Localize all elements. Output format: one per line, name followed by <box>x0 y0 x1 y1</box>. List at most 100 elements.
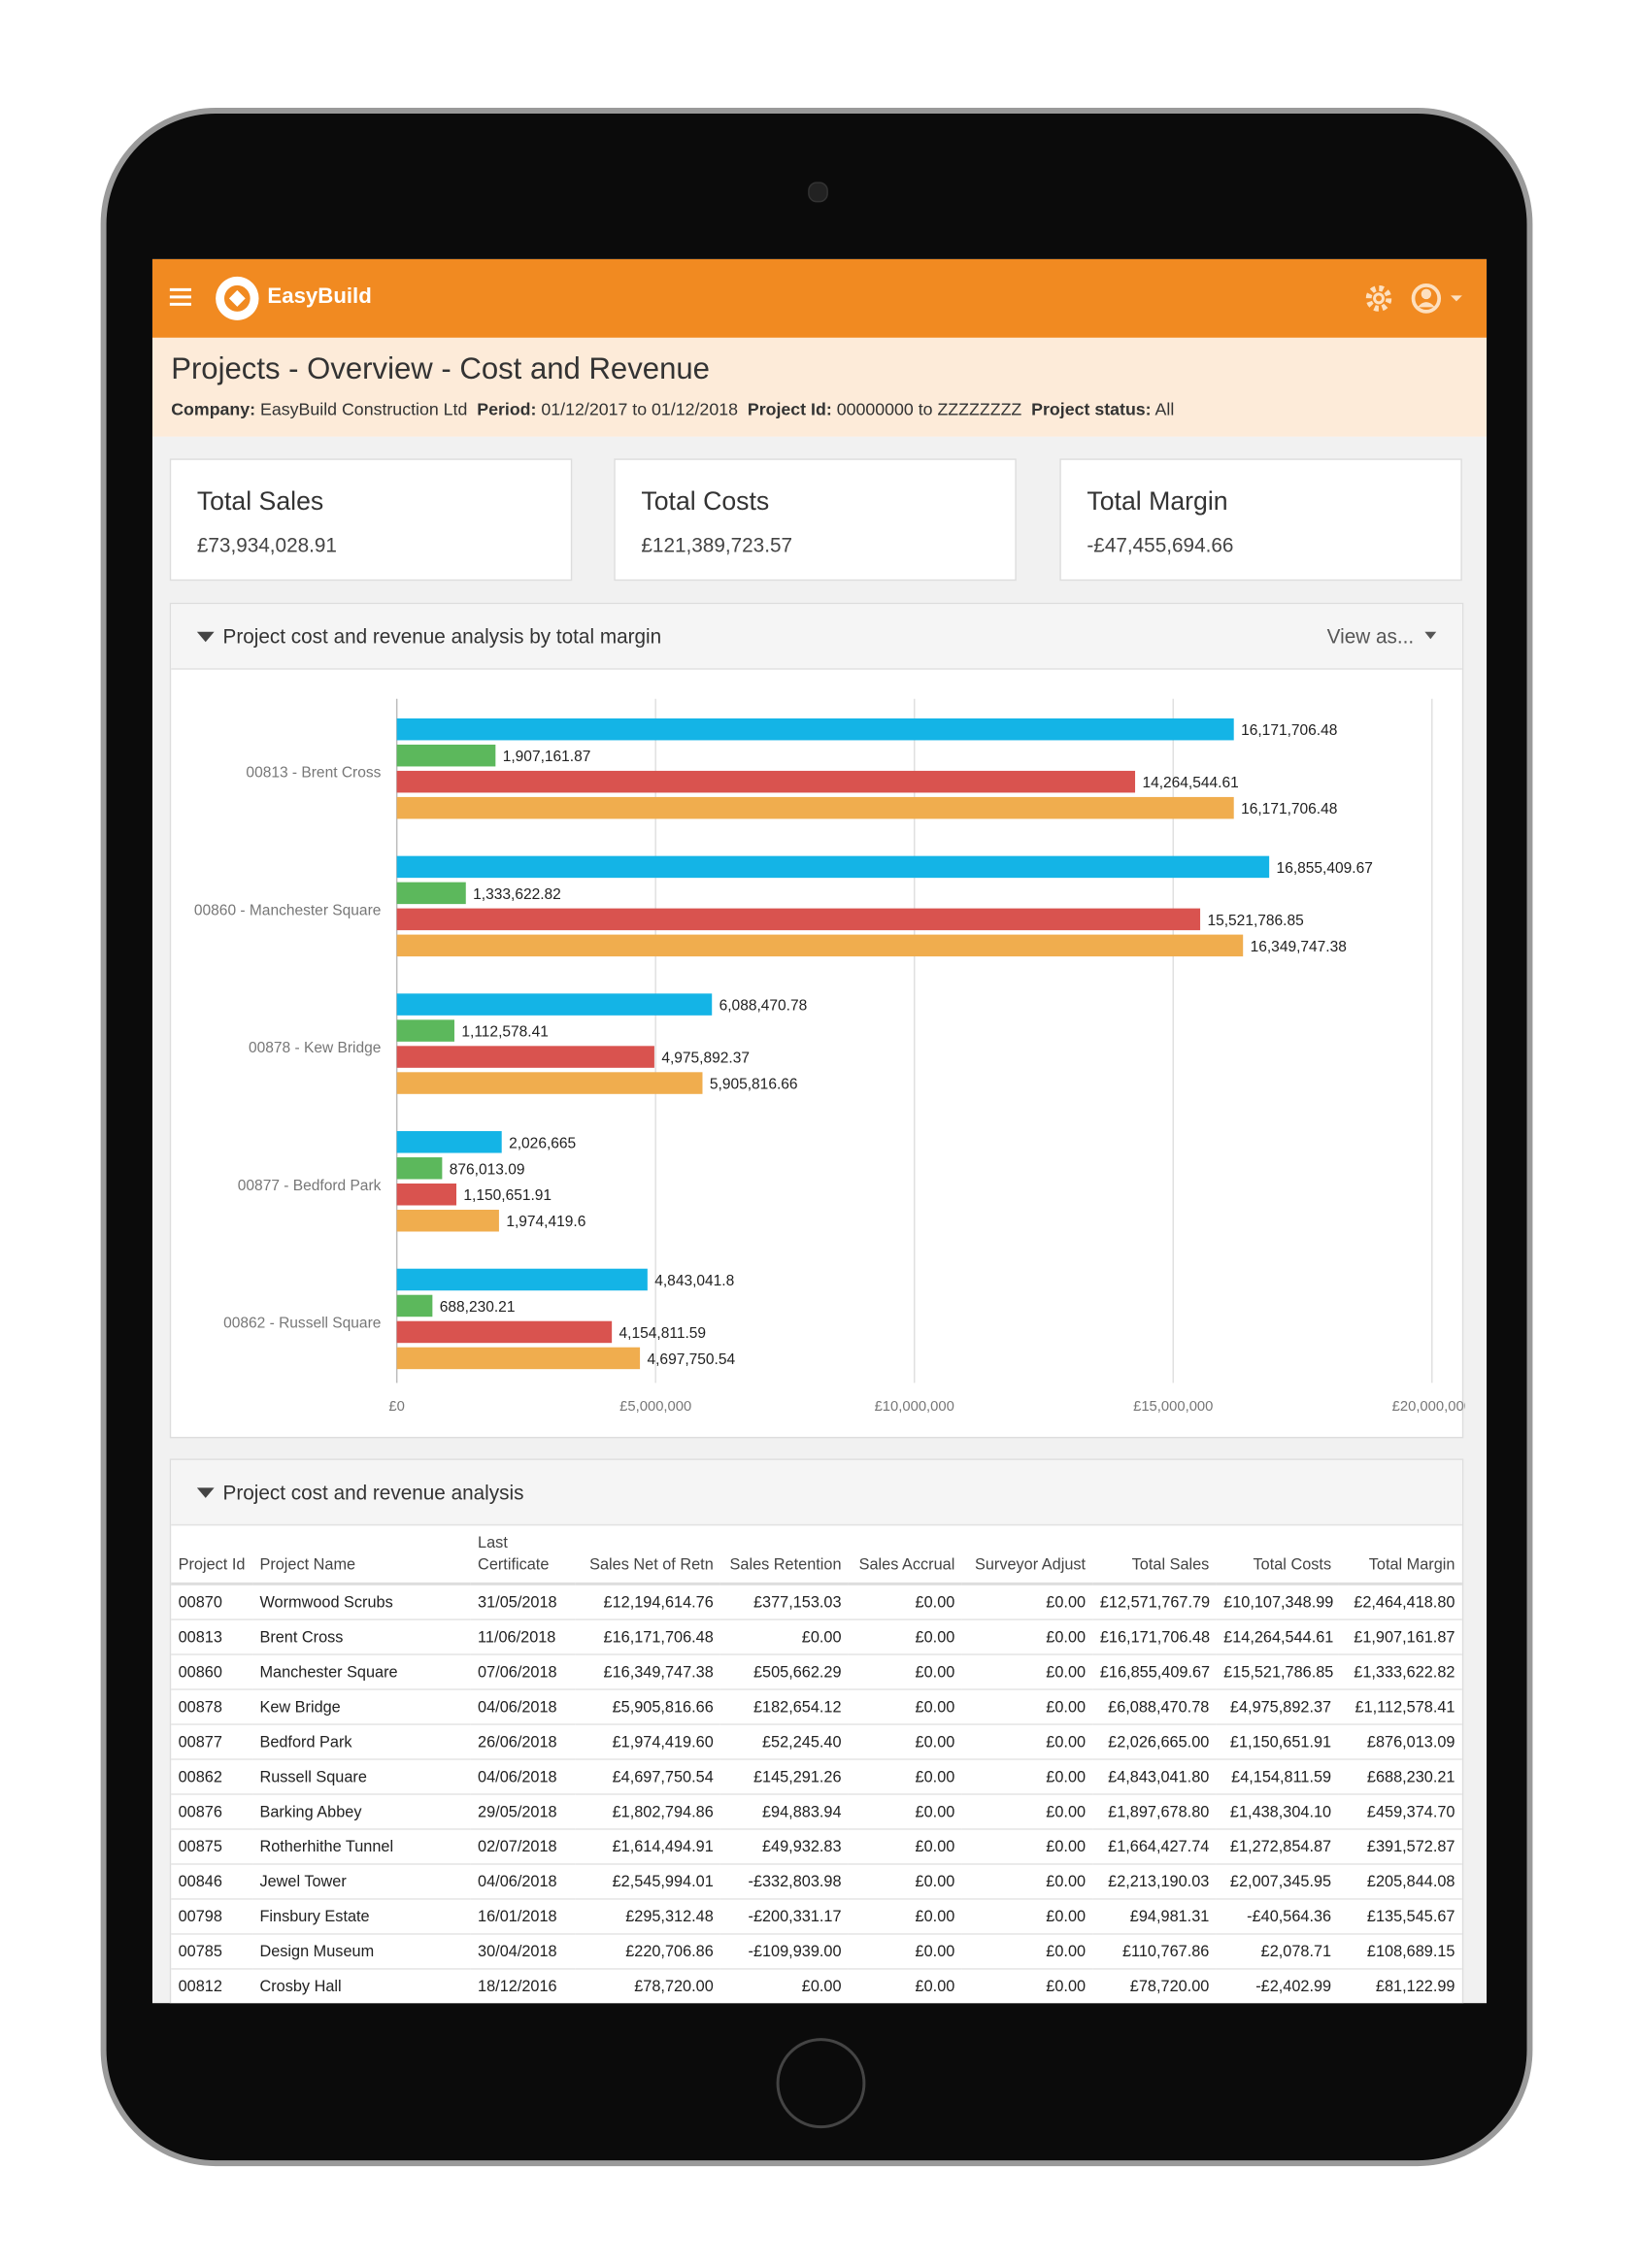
column-header: Surveyor Adjust <box>961 1523 1093 1585</box>
table-cell: £135,545.67 <box>1338 1898 1462 1935</box>
data-label: 876,013.09 <box>450 1161 525 1178</box>
table-cell: 16/01/2018 <box>470 1898 576 1935</box>
table-cell: £295,312.48 <box>575 1898 721 1935</box>
column-header: Total Margin <box>1338 1523 1462 1585</box>
table-cell: Brent Cross <box>252 1619 471 1655</box>
table-cell: 30/04/2018 <box>470 1933 576 1970</box>
table-row: 00877 Bedford Park 26/06/2018 £1,974,419.60… <box>171 1724 1462 1760</box>
bar <box>396 1210 499 1232</box>
table-cell: £205,844.08 <box>1338 1863 1462 1900</box>
bar <box>396 717 1234 741</box>
table-row: 00812 Crosby Hall 18/12/2016 £78,720.00 £0.0… <box>171 1968 1462 2004</box>
table-cell: £94,981.31 <box>1092 1898 1217 1935</box>
table-row: 00798 Finsbury Estate 16/01/2018 £295,312.4… <box>171 1898 1462 1935</box>
table-cell: £16,171,706.48 <box>1092 1619 1217 1655</box>
logo-icon <box>216 276 259 320</box>
x-tick-label: £10,000,000 <box>875 1399 954 1415</box>
column-header: Last Certificate <box>470 1523 576 1585</box>
screen: EasyBuild Projects - Overview - Cost and… <box>151 258 1488 2004</box>
data-label: 14,264,544.61 <box>1142 775 1238 791</box>
table-cell: Manchester Square <box>252 1654 471 1690</box>
x-tick-label: £5,000,000 <box>619 1399 691 1415</box>
table-cell: 00875 <box>171 1828 253 1865</box>
table-cell: £15,521,786.85 <box>1216 1654 1339 1690</box>
filter-label: Period: <box>477 398 537 419</box>
table-cell: £78,720.00 <box>575 1968 721 2004</box>
table-cell: 18/12/2016 <box>470 1968 576 2004</box>
home-button[interactable] <box>776 2038 866 2129</box>
filter-label: Project Id: <box>747 398 832 419</box>
table-cell: £1,614,494.91 <box>575 1828 721 1865</box>
column-header: Project Name <box>252 1523 471 1585</box>
table-cell: £220,706.86 <box>575 1933 721 1970</box>
kpi-value: £73,934,028.91 <box>196 532 337 556</box>
menu-icon[interactable] <box>169 286 193 307</box>
table-cell: £10,107,348.99 <box>1216 1584 1339 1620</box>
table-cell: £0.00 <box>848 1898 962 1935</box>
kpi-label: Total Margin <box>1087 485 1228 516</box>
table-cell: £4,843,041.80 <box>1092 1759 1217 1795</box>
data-label: 1,333,622.82 <box>473 886 561 903</box>
table-cell: 00876 <box>171 1794 253 1830</box>
table-cell: £505,662.29 <box>720 1654 849 1690</box>
kpi-card: Total Costs £121,389,723.57 <box>614 458 1017 582</box>
table-cell: £78,720.00 <box>1092 1968 1217 2004</box>
table-cell: £16,171,706.48 <box>575 1619 721 1655</box>
bar <box>396 744 496 767</box>
table-cell: £0.00 <box>961 1689 1093 1725</box>
table-cell: £0.00 <box>848 1828 962 1865</box>
table-cell: 00860 <box>171 1654 253 1690</box>
panel-header[interactable]: Project cost and revenue analysis by tot… <box>171 604 1462 670</box>
table-cell: £0.00 <box>720 1968 849 2004</box>
table-cell: £94,883.94 <box>720 1794 849 1830</box>
table-cell: £391,572.87 <box>1338 1828 1462 1865</box>
table-cell: £2,464,418.80 <box>1338 1584 1462 1620</box>
user-menu[interactable] <box>1411 283 1468 315</box>
table-cell: £49,932.83 <box>720 1828 849 1865</box>
table-cell: £12,194,614.76 <box>575 1584 721 1620</box>
page-header: Projects - Overview - Cost and Revenue C… <box>151 337 1488 437</box>
table-row: 00846 Jewel Tower 04/06/2018 £2,545,994.01-… <box>171 1863 1462 1900</box>
table-cell: Russell Square <box>252 1759 471 1795</box>
panel-header[interactable]: Project cost and revenue analysis <box>171 1459 1462 1526</box>
table-cell: £0.00 <box>961 1654 1093 1690</box>
table-cell: £4,697,750.54 <box>575 1759 721 1795</box>
table-cell: £0.00 <box>848 1689 962 1725</box>
y-tick-label: 00877 - Bedford Park <box>238 1178 382 1194</box>
settings-icon[interactable] <box>1365 284 1392 312</box>
data-label: 688,230.21 <box>440 1299 516 1316</box>
filter-label: Company: <box>171 398 256 419</box>
table-cell: £14,264,544.61 <box>1216 1619 1339 1655</box>
table-cell: 00798 <box>171 1898 253 1935</box>
table-cell: £1,897,678.80 <box>1092 1794 1217 1830</box>
table-cell: Kew Bridge <box>252 1689 471 1725</box>
panel-title: Project cost and revenue analysis <box>222 1480 524 1504</box>
table-cell: £0.00 <box>848 1584 962 1620</box>
data-label: 1,974,419.6 <box>506 1214 585 1230</box>
kpi-value: -£47,455,694.66 <box>1087 532 1234 556</box>
table-cell: Barking Abbey <box>252 1794 471 1830</box>
table-cell: £0.00 <box>848 1759 962 1795</box>
table-cell: £459,374.70 <box>1338 1794 1462 1830</box>
table-cell: £0.00 <box>961 1724 1093 1760</box>
x-tick-label: £15,000,000 <box>1133 1399 1213 1415</box>
table-row: 00870 Wormwood Scrubs 31/05/2018 £12,194,61… <box>171 1584 1462 1620</box>
data-label: 4,975,892.37 <box>661 1050 750 1066</box>
table-cell: -£200,331.17 <box>720 1898 849 1935</box>
bar <box>396 770 1136 793</box>
table-cell: £1,907,161.87 <box>1338 1619 1462 1655</box>
table-cell: £0.00 <box>961 1968 1093 2004</box>
table-row: 00862 Russell Square 04/06/2018 £4,697,750.… <box>171 1759 1462 1795</box>
table-cell: -£332,803.98 <box>720 1863 849 1900</box>
table-cell: £0.00 <box>961 1794 1093 1830</box>
table-cell: £16,855,409.67 <box>1092 1654 1217 1690</box>
table-cell: 00813 <box>171 1619 253 1655</box>
column-header: Sales Retention <box>720 1523 849 1585</box>
table-cell: £688,230.21 <box>1338 1759 1462 1795</box>
table-cell: £1,272,854.87 <box>1216 1828 1339 1865</box>
bar <box>396 1131 502 1153</box>
table-row: 00785 Design Museum 30/04/2018 £220,706.86-… <box>171 1933 1462 1970</box>
view-as-button[interactable]: View as... <box>1326 624 1415 649</box>
table-cell: £0.00 <box>720 1619 849 1655</box>
bar <box>396 796 1234 819</box>
